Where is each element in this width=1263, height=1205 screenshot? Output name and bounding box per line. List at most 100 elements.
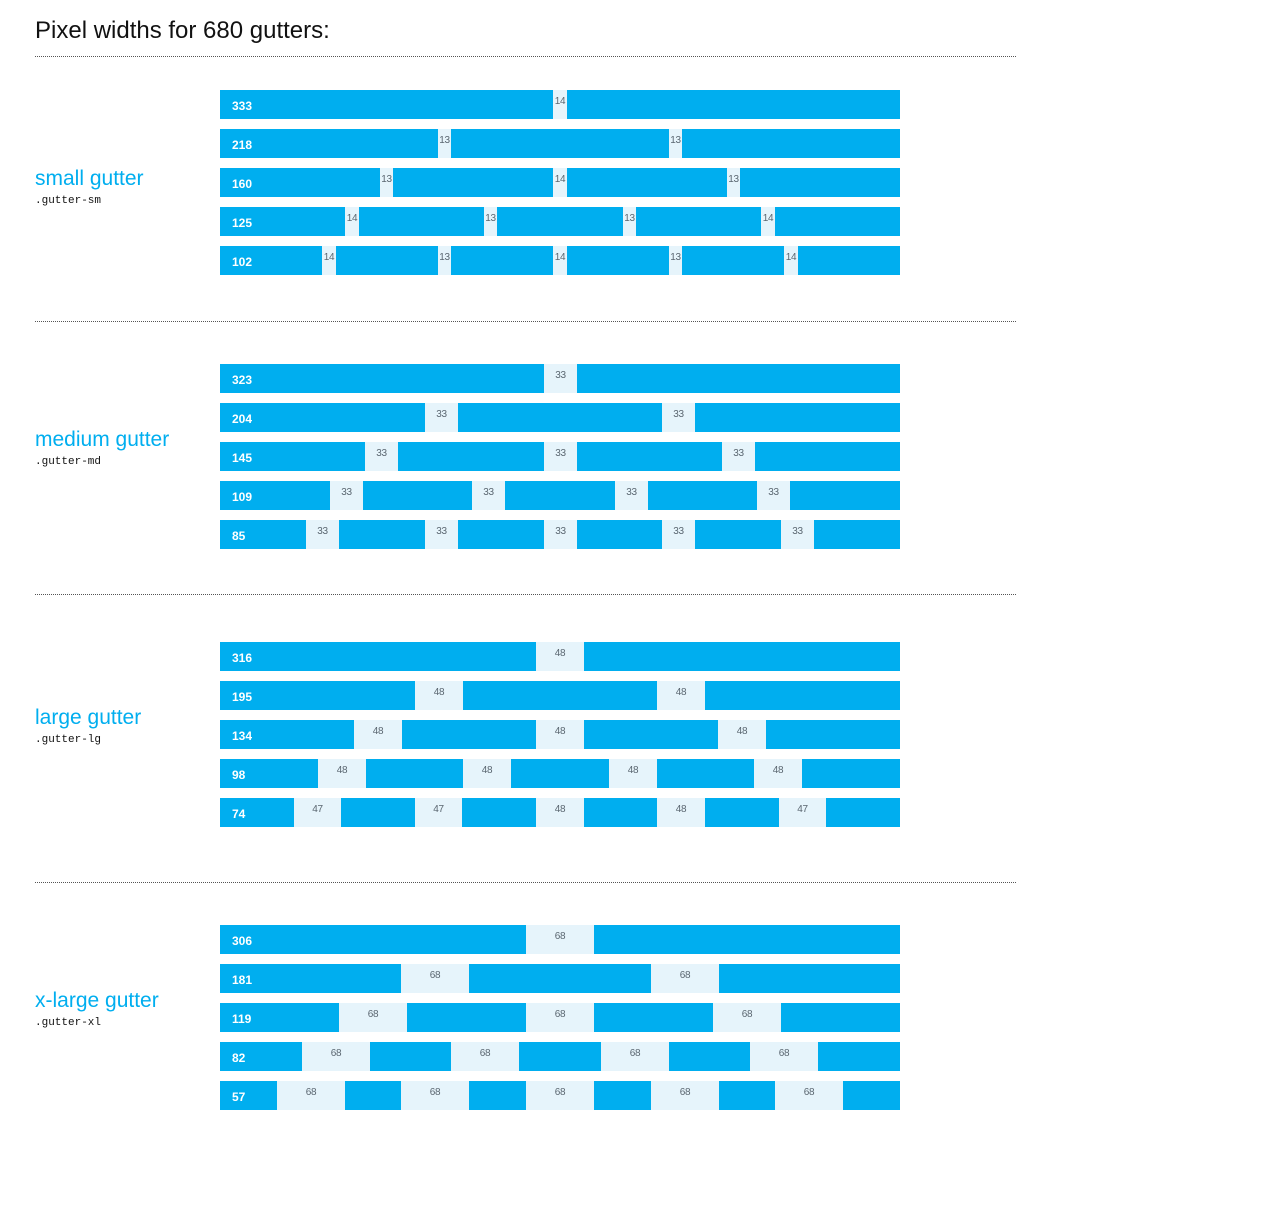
group-name: small gutter: [35, 167, 144, 190]
grid-row: 218 13 13: [220, 129, 900, 158]
gutter-block: 68: [451, 1042, 519, 1071]
gutter-width-label: 48: [433, 687, 445, 698]
column-block: [345, 1081, 401, 1110]
gutter-block: 33: [544, 442, 577, 471]
gutter-width-label: 14: [762, 213, 774, 224]
gutter-block: 68: [401, 1081, 469, 1110]
gutter-block: 68: [775, 1081, 843, 1110]
column-block: [781, 1003, 900, 1032]
section-divider: [35, 321, 1016, 322]
gutter-block: 13: [669, 246, 682, 275]
gutter-width-label: 14: [554, 96, 566, 107]
gutter-block: 48: [463, 759, 511, 788]
column-block: [719, 964, 900, 993]
gutter-width-label: 68: [305, 1087, 317, 1098]
gutter-width-label: 13: [485, 213, 496, 224]
gutter-width-label: 68: [679, 970, 691, 981]
grid-row: 333 14: [220, 90, 900, 119]
gutter-block: 13: [438, 246, 451, 275]
column-block: [594, 1003, 713, 1032]
column-width-label: 306: [232, 934, 253, 948]
gutter-width-label: 48: [554, 648, 566, 659]
grid-row: 323 33: [220, 364, 900, 393]
column-block: 102: [220, 246, 322, 275]
column-block: [462, 798, 536, 827]
grid-row: 98 48 48 48 48: [220, 759, 900, 788]
gutter-width-label: 48: [372, 726, 384, 737]
gutter-width-label: 33: [673, 526, 684, 537]
gutter-block: 13: [623, 207, 636, 236]
column-width-label: 204: [232, 412, 253, 426]
gutter-width-label: 47: [312, 804, 323, 815]
column-block: [826, 798, 900, 827]
gutter-block: 33: [722, 442, 755, 471]
gutter-block: 48: [318, 759, 366, 788]
gutter-width-label: 33: [436, 409, 447, 420]
gutter-block: 68: [302, 1042, 370, 1071]
column-block: [339, 520, 425, 549]
column-width-label: 160: [232, 177, 253, 191]
gutter-width-label: 68: [554, 1009, 566, 1020]
grid-row: 204 33 33: [220, 403, 900, 432]
column-block: [577, 364, 900, 393]
gutter-width-label: 13: [670, 135, 681, 146]
gutter-block: 47: [415, 798, 462, 827]
gutter-width-label: 33: [555, 526, 566, 537]
gutter-block: 68: [750, 1042, 818, 1071]
column-block: [505, 481, 615, 510]
gutter-width-label: 48: [772, 765, 784, 776]
gutter-block: 14: [553, 246, 567, 275]
gutter-width-label: 48: [554, 726, 566, 737]
gutter-block: 33: [330, 481, 363, 510]
gutter-width-label: 13: [439, 252, 450, 263]
gutter-width-label: 48: [675, 687, 687, 698]
gutter-block: 68: [526, 925, 594, 954]
column-block: 160: [220, 168, 380, 197]
column-width-label: 109: [232, 490, 253, 504]
gutter-width-label: 33: [555, 370, 566, 381]
grid-row: 306 68: [220, 925, 900, 954]
group-name: x-large gutter: [35, 989, 159, 1012]
gutter-block: 14: [553, 90, 567, 119]
group-name: medium gutter: [35, 428, 170, 451]
gutter-block: 33: [757, 481, 790, 510]
grid-row: 119 68 68 68: [220, 1003, 900, 1032]
gutter-width-label: 48: [554, 804, 566, 815]
grid-row: 82 68 68 68 68: [220, 1042, 900, 1071]
gutter-width-label: 14: [785, 252, 797, 263]
gutter-width-label: 68: [367, 1009, 379, 1020]
column-block: [636, 207, 761, 236]
gutter-block: 14: [322, 246, 336, 275]
gutter-block: 48: [354, 720, 402, 749]
column-width-label: 102: [232, 255, 253, 269]
gutter-width-label: 33: [436, 526, 447, 537]
gutter-width-label: 33: [792, 526, 803, 537]
grid-row: 160 13 14 13: [220, 168, 900, 197]
column-block: [458, 403, 662, 432]
column-block: [705, 681, 900, 710]
column-block: [336, 246, 438, 275]
grid-row: 109 33 33 33 33: [220, 481, 900, 510]
column-block: [458, 520, 544, 549]
gutter-width-label: 48: [736, 726, 748, 737]
gutter-block: 14: [553, 168, 567, 197]
column-block: [798, 246, 900, 275]
gutter-width-label: 68: [629, 1048, 641, 1059]
column-block: [567, 246, 669, 275]
column-block: [682, 246, 784, 275]
gutter-block: 14: [761, 207, 775, 236]
gutter-block: 68: [601, 1042, 669, 1071]
column-width-label: 98: [232, 768, 246, 782]
column-block: 195: [220, 681, 415, 710]
gutter-width-label: 68: [554, 931, 566, 942]
gutter-width-label: 68: [741, 1009, 753, 1020]
group-class-name: .gutter-lg: [35, 734, 102, 746]
column-block: [594, 1081, 651, 1110]
gutter-width-label: 48: [336, 765, 348, 776]
gutter-width-label: 68: [679, 1087, 691, 1098]
column-width-label: 119: [232, 1012, 252, 1026]
column-width-label: 134: [232, 729, 253, 743]
gutter-width-label: 68: [429, 1087, 441, 1098]
gutter-width-label: 14: [554, 252, 566, 263]
column-block: 316: [220, 642, 536, 671]
